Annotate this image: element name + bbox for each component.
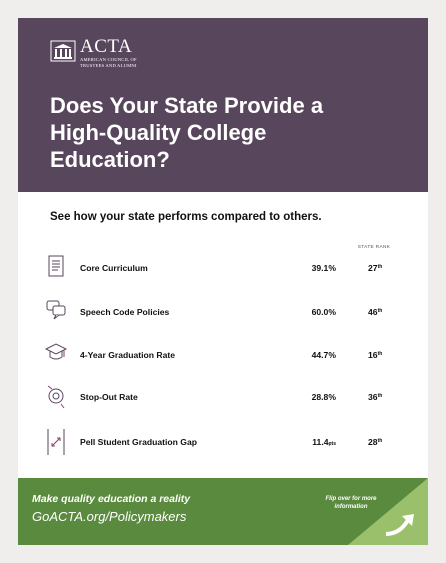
number: 44.7 — [311, 350, 329, 360]
rank-number: 46 — [368, 307, 378, 317]
title: Does Your State Provide a High-Quality C… — [50, 93, 324, 172]
rank-number: 28 — [368, 437, 378, 447]
footer-decoration — [348, 478, 428, 545]
row: Core Curriculum 39.1% 27th — [18, 253, 428, 283]
value: 60.0% — [268, 307, 336, 317]
value: 11.4pts — [268, 437, 336, 447]
icon — [47, 429, 65, 455]
flip-note: Flip over for more information — [325, 496, 377, 510]
rank-heading: STATE RANK — [357, 245, 391, 250]
label: 4-Year Graduation Rate — [80, 350, 176, 360]
unit: pts — [328, 441, 337, 447]
rank-suffix: th — [377, 351, 383, 357]
label: Core Curriculum — [80, 263, 148, 273]
label: Stop-Out Rate — [80, 392, 138, 402]
rank-number: 27 — [368, 263, 378, 273]
card: ACTA American Council of Trustees and Al… — [18, 18, 428, 545]
icon — [44, 343, 68, 360]
value: 44.7% — [268, 350, 336, 360]
unit: % — [328, 350, 336, 360]
rank: 36th — [368, 392, 382, 402]
rank: 46th — [368, 307, 382, 317]
header: ACTA American Council of Trustees and Al… — [18, 18, 428, 192]
icon — [46, 300, 66, 320]
label: Speech Code Policies — [80, 307, 170, 317]
row: Pell Student Graduation Gap 11.4pts 28th — [18, 427, 428, 457]
icon — [47, 385, 65, 409]
label: Pell Student Graduation Gap — [80, 437, 197, 447]
rank-number: 16 — [368, 350, 378, 360]
rank-number: 36 — [368, 392, 378, 402]
rank-suffix: th — [377, 264, 383, 270]
tagline: Make quality education a reality — [32, 493, 191, 505]
logo-subtitle: American Council of Trustees and Alumni — [80, 57, 137, 68]
unit: % — [328, 392, 336, 402]
number: 60.0 — [311, 307, 329, 317]
rank-suffix: th — [377, 438, 383, 444]
unit: % — [328, 307, 336, 317]
icon — [48, 255, 64, 277]
value: 39.1% — [268, 263, 336, 273]
rank: 28th — [368, 437, 382, 447]
row: 4-Year Graduation Rate 44.7% 16th — [18, 340, 428, 370]
number: 11.4 — [312, 437, 329, 447]
logo-icon — [50, 40, 76, 62]
row: Stop-Out Rate 28.8% 36th — [18, 382, 428, 412]
footer: Make quality education a reality GoACTA.… — [18, 478, 428, 545]
rank: 27th — [368, 263, 382, 273]
logo-text: ACTA — [80, 36, 133, 57]
rank: 16th — [368, 350, 382, 360]
subtitle: See how your state performs compared to … — [50, 211, 322, 223]
number: 39.1 — [311, 263, 329, 273]
value: 28.8% — [268, 392, 336, 402]
unit: % — [328, 263, 336, 273]
row: Speech Code Policies 60.0% 46th — [18, 297, 428, 327]
rank-suffix: th — [377, 308, 383, 314]
number: 28.8 — [311, 392, 329, 402]
url[interactable]: GoACTA.org/Policymakers — [32, 509, 187, 524]
rank-suffix: th — [377, 393, 383, 399]
